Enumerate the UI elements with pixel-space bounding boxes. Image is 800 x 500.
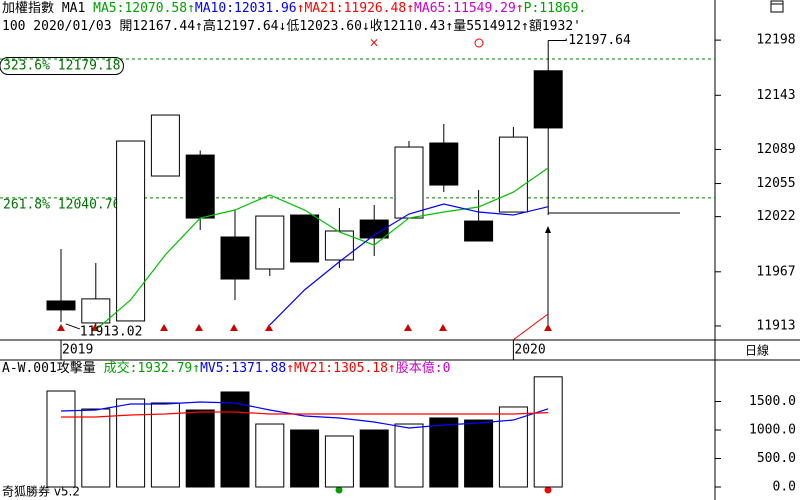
- sell-signal: ×: [369, 36, 379, 50]
- header-item: ↑: [406, 1, 414, 16]
- volume-bar: [324, 435, 354, 488]
- header-item: MV5:1371.88: [200, 361, 286, 376]
- high-pointer: [548, 38, 567, 41]
- ma-line: [269, 203, 549, 326]
- arrow-head: [545, 226, 551, 233]
- y-tick-label: 11967: [756, 264, 795, 279]
- x-tick-label: 2019: [62, 343, 93, 358]
- candle-body: [116, 140, 146, 322]
- trend-line: [512, 313, 549, 340]
- high-label: 12197.64: [568, 33, 631, 48]
- header-item: ↑: [516, 1, 524, 16]
- low-pointer: [65, 323, 80, 330]
- candle-body: [255, 215, 285, 270]
- volume-bar: [290, 429, 320, 488]
- y-tick-label: 11913: [756, 318, 795, 333]
- header-item: 開12167.44↑: [119, 19, 202, 34]
- header-item: 收12110.43↑: [370, 19, 453, 34]
- header-item: MA10:12031.96: [195, 1, 297, 16]
- y-tick-label: 12089: [756, 142, 795, 157]
- candle-body: [394, 146, 424, 219]
- volume-bar: [46, 390, 76, 488]
- header-item: MA5:12070.58: [93, 1, 187, 16]
- volume-bar: [150, 402, 180, 488]
- header-item: ↑: [297, 1, 305, 16]
- window-button[interactable]: [770, 0, 784, 13]
- header-item: MA21:11926.48: [304, 1, 406, 16]
- y-tick-label: 12022: [756, 209, 795, 224]
- candle-body: [429, 142, 459, 186]
- header-item: ↑: [388, 361, 396, 376]
- buy-signal: [474, 38, 484, 48]
- candle-body: [81, 298, 111, 324]
- volume-bar: [498, 406, 528, 488]
- fib-label-box: [0, 56, 124, 75]
- header-item: 量5514912↑: [453, 19, 529, 34]
- y-tick-label: 12055: [756, 176, 795, 191]
- volume-bar: [220, 391, 250, 488]
- header-line: 加權指數 MA1 MA5:12070.58↑MA10:12031.96↑MA21…: [2, 1, 586, 16]
- header-item: 低12023.60↓: [286, 19, 369, 34]
- candle-body: [46, 300, 76, 311]
- main-plot: 323.6% 12179.18 261.8% 12040.76 12197.64 11…: [0, 1, 715, 339]
- header-item: ↑: [187, 1, 195, 16]
- volume-bar: [533, 376, 563, 488]
- volume-bar: [255, 423, 285, 488]
- header-line: 100 2020/01/03 開12167.44↑高12197.64↓低1202…: [2, 18, 581, 34]
- y-tick-label: 1000.0: [749, 423, 796, 438]
- header-item: P:11869.: [524, 1, 587, 16]
- y-tick-label: 500.0: [757, 451, 796, 466]
- ma-line: [60, 401, 549, 429]
- y-tick-label: 0.0: [773, 480, 796, 495]
- ma-line: [61, 411, 549, 418]
- period-label[interactable]: 日線: [745, 343, 769, 358]
- header-item: 額1932': [529, 19, 581, 34]
- candle-body: [220, 236, 250, 280]
- header-item: MV21:1305.18: [294, 361, 388, 376]
- candle-body: [498, 136, 528, 213]
- header-item: MA65:11549.29: [414, 1, 516, 16]
- candle-body: [290, 214, 320, 263]
- main-decor: ×: [57, 36, 680, 340]
- header-item: 100 2020/01/03: [2, 19, 119, 34]
- volume-bar: [429, 417, 459, 488]
- candle-body: [464, 220, 494, 242]
- volume-bar: [359, 429, 389, 488]
- candle-body: [150, 114, 180, 177]
- y-tick-label: 1500.0: [749, 394, 796, 409]
- volume-bar: [185, 409, 215, 488]
- fib-label: 323.6% 12179.18: [3, 58, 120, 73]
- volume-bar: [81, 408, 111, 488]
- header-item: A-W.001攻擊量: [2, 360, 104, 376]
- x-tick-label: 2020: [514, 343, 545, 358]
- volume-bar: [116, 398, 146, 488]
- candle-body: [185, 154, 215, 219]
- header-line: A-W.001攻擊量 成交:1932.79↑MV5:1371.88↑MV21:1…: [2, 360, 450, 376]
- ma-line: [95, 167, 549, 331]
- header-item: 加權指數 MA1: [2, 1, 93, 16]
- volume-plot: A-W.001攻擊量 成交:1932.79↑MV5:1371.88↑MV21:1…: [2, 360, 563, 488]
- header-item: ↑: [286, 361, 294, 376]
- header-item: 成交:1932.79: [104, 360, 193, 376]
- header-item: ↑: [192, 361, 200, 376]
- fib-label: 261.8% 12040.76: [3, 197, 120, 212]
- header-item: 高12197.64↓: [203, 18, 286, 34]
- low-label: 11913.02: [80, 324, 143, 339]
- candle-body: [533, 70, 563, 129]
- y-tick-label: 12198: [756, 33, 795, 48]
- signal-markers: [57, 324, 552, 331]
- dot: [544, 486, 552, 494]
- candle-body: [359, 219, 389, 239]
- volume-bar: [464, 419, 494, 488]
- header-item: 股本億:0: [396, 360, 451, 376]
- dot: [335, 486, 343, 494]
- volume-bar: [394, 423, 424, 488]
- y-tick-label: 12143: [756, 88, 795, 103]
